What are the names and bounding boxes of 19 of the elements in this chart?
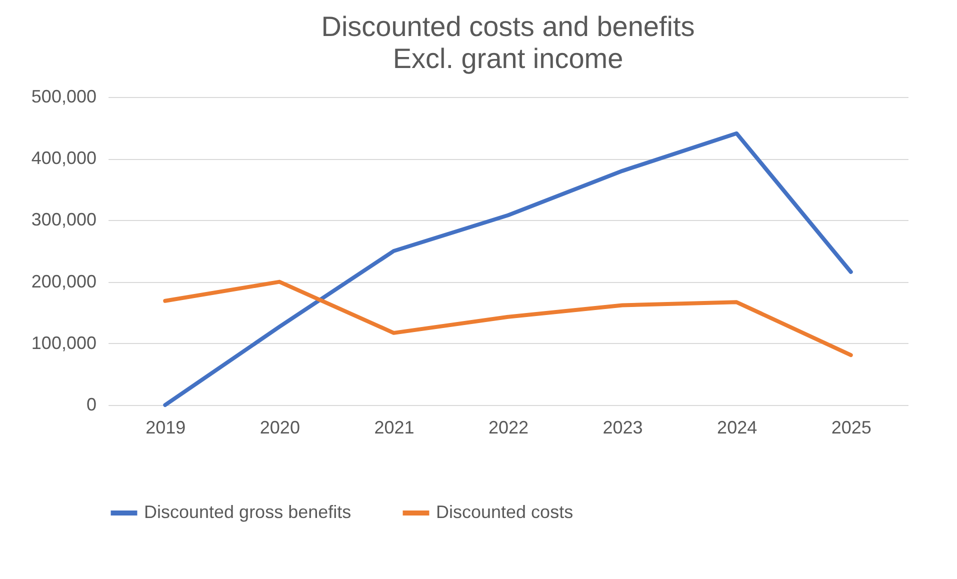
x-tick-label: 2025 — [831, 418, 872, 438]
x-tick-label: 2021 — [374, 418, 414, 438]
legend-label: Discounted costs — [436, 502, 574, 522]
x-tick-label: 2020 — [260, 418, 300, 438]
x-tick-label: 2023 — [602, 418, 643, 438]
x-tick-label: 2019 — [146, 418, 186, 438]
x-tick-label: 2024 — [717, 418, 758, 438]
y-tick-label: 0 — [86, 394, 96, 414]
y-tick-label: 500,000 — [31, 86, 96, 106]
legend-label: Discounted gross benefits — [144, 502, 352, 522]
line-series — [163, 280, 853, 358]
y-tick-label: 400,000 — [31, 148, 96, 168]
chart-subtitle: Excl. grant income — [392, 43, 624, 74]
x-tick-label: 2022 — [488, 418, 529, 438]
y-tick-label: 200,000 — [31, 271, 96, 292]
y-tick-label: 100,000 — [31, 332, 96, 353]
y-tick-label: 300,000 — [31, 210, 96, 230]
chart-title: Discounted costs and benefits — [321, 11, 695, 42]
line-series — [163, 131, 853, 407]
